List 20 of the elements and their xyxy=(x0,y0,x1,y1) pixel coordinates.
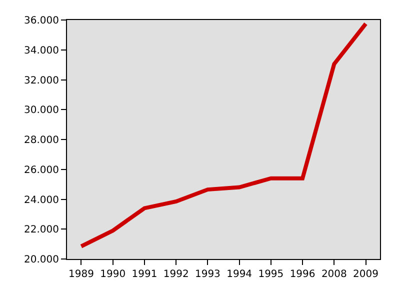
x-tick-label: 1993 xyxy=(194,269,220,280)
x-tick-label: 1989 xyxy=(68,269,94,280)
line-series xyxy=(79,22,368,248)
y-tick-label: 22.000 xyxy=(24,224,59,236)
x-tick-label: 1990 xyxy=(100,269,126,280)
y-tick-label: 26.000 xyxy=(24,164,59,176)
y-tick-label: 20.000 xyxy=(24,254,59,266)
y-tick-label: 24.000 xyxy=(24,194,59,206)
y-tick-label: 34.000 xyxy=(24,45,59,56)
x-tick-label: 1992 xyxy=(163,269,189,280)
x-tick-label: 1996 xyxy=(290,269,316,280)
x-tick-label: 2009 xyxy=(353,269,378,280)
y-tick-label: 32.000 xyxy=(24,75,59,86)
x-tick-label: 2008 xyxy=(321,269,347,280)
y-tick-label: 28.000 xyxy=(24,135,59,146)
x-tick-label: 1991 xyxy=(132,269,158,280)
x-tick-label: 1994 xyxy=(226,269,252,280)
x-tick-label: 1995 xyxy=(258,269,284,280)
y-tick-label: 30.000 xyxy=(24,105,59,116)
y-tick-label: 36.000 xyxy=(24,16,59,26)
